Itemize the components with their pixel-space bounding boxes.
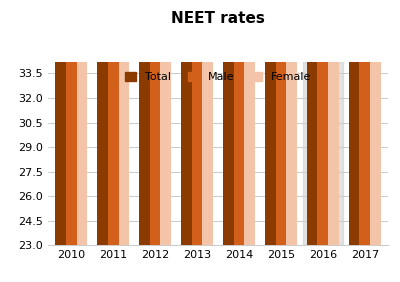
Legend: Total, Male, Female: Total, Male, Female bbox=[120, 68, 316, 87]
Bar bbox=[139, 0, 150, 245]
Bar bbox=[276, 0, 286, 245]
Bar bbox=[328, 0, 339, 245]
Title: NEET rates: NEET rates bbox=[171, 11, 265, 26]
Bar bbox=[118, 0, 130, 245]
Bar bbox=[181, 0, 192, 245]
Bar bbox=[286, 0, 297, 245]
Bar bbox=[66, 0, 76, 245]
Bar bbox=[76, 0, 88, 245]
Bar bbox=[360, 0, 370, 245]
Bar bbox=[234, 0, 244, 245]
Bar bbox=[97, 0, 108, 245]
Bar bbox=[55, 0, 66, 245]
Bar bbox=[318, 0, 328, 245]
Bar bbox=[244, 0, 255, 245]
Bar bbox=[202, 0, 213, 245]
Bar bbox=[306, 0, 318, 245]
Bar bbox=[303, 62, 343, 245]
Bar bbox=[150, 0, 160, 245]
Bar bbox=[348, 0, 360, 245]
Bar bbox=[160, 0, 172, 245]
Bar bbox=[108, 0, 118, 245]
Bar bbox=[223, 0, 234, 245]
Bar bbox=[264, 0, 276, 245]
Bar bbox=[192, 0, 202, 245]
Bar bbox=[370, 0, 381, 245]
